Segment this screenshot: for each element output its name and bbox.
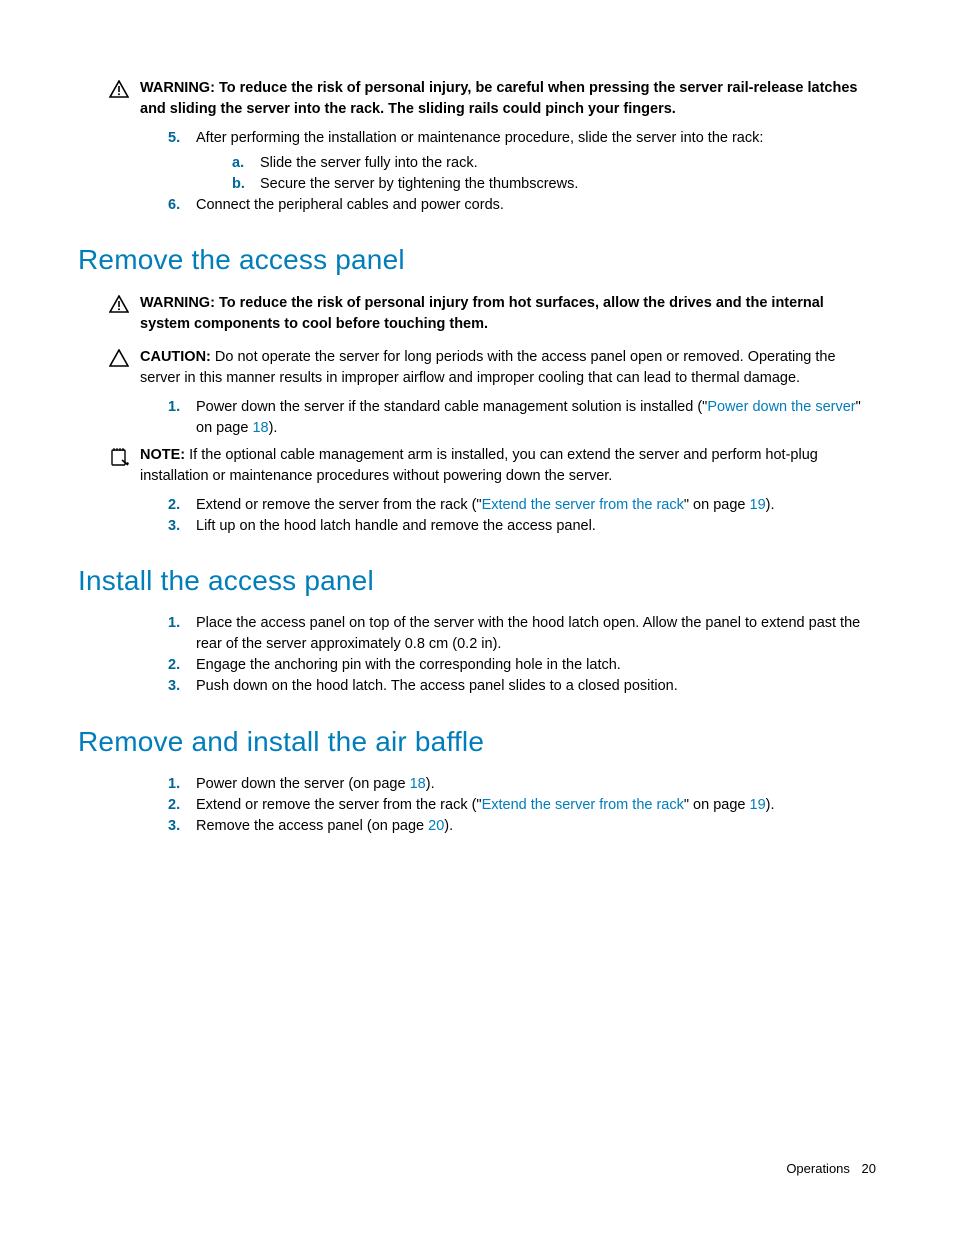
install-steps: 1. Place the access panel on top of the … xyxy=(168,613,876,697)
install-step-3: 3. Push down on the hood latch. The acce… xyxy=(168,676,876,697)
step-6: 6. Connect the peripheral cables and pow… xyxy=(168,195,876,216)
top-steps-list: 5. After performing the installation or … xyxy=(168,128,876,216)
link-page-19[interactable]: 19 xyxy=(750,497,766,513)
link-page-18[interactable]: 18 xyxy=(252,420,268,436)
link-extend-server-2[interactable]: Extend the server from the rack xyxy=(482,797,684,813)
substep-b: b. Secure the server by tightening the t… xyxy=(232,174,876,195)
warning-icon xyxy=(108,78,130,98)
remove-steps-2: 2. Extend or remove the server from the … xyxy=(168,495,876,537)
remove-steps: 1. Power down the server if the standard… xyxy=(168,397,876,439)
caution-block: CAUTION: Do not operate the server for l… xyxy=(108,347,876,389)
warning-icon xyxy=(108,293,130,313)
baffle-step-1: 1. Power down the server (on page 18). xyxy=(168,774,876,795)
baffle-steps: 1. Power down the server (on page 18). 2… xyxy=(168,774,876,837)
page-footer: Operations 20 xyxy=(786,1160,876,1179)
heading-install-access-panel: Install the access panel xyxy=(78,561,876,602)
install-step-2: 2. Engage the anchoring pin with the cor… xyxy=(168,655,876,676)
warning-text: WARNING: To reduce the risk of personal … xyxy=(140,78,876,120)
heading-remove-access-panel: Remove the access panel xyxy=(78,240,876,281)
warning-label: WARNING: xyxy=(140,80,215,96)
remove-step-2: 2. Extend or remove the server from the … xyxy=(168,495,876,516)
caution-icon xyxy=(108,347,130,367)
heading-air-baffle: Remove and install the air baffle xyxy=(78,722,876,763)
note-block: NOTE: If the optional cable management a… xyxy=(108,445,876,487)
warning-block-top: WARNING: To reduce the risk of personal … xyxy=(108,78,876,120)
baffle-step-3: 3. Remove the access panel (on page 20). xyxy=(168,816,876,837)
substep-a: a. Slide the server fully into the rack. xyxy=(232,153,876,174)
footer-page-number: 20 xyxy=(862,1161,876,1176)
baffle-step-2: 2. Extend or remove the server from the … xyxy=(168,795,876,816)
remove-step-3: 3. Lift up on the hood latch handle and … xyxy=(168,516,876,537)
step-5: 5. After performing the installation or … xyxy=(168,128,876,195)
note-icon xyxy=(108,445,130,467)
link-page-18b[interactable]: 18 xyxy=(410,776,426,792)
warning-block-hot: WARNING: To reduce the risk of personal … xyxy=(108,293,876,335)
link-page-20[interactable]: 20 xyxy=(428,818,444,834)
step-text: After performing the installation or mai… xyxy=(196,130,763,146)
step-number: 5. xyxy=(168,128,190,195)
link-power-down[interactable]: Power down the server xyxy=(707,399,855,415)
install-step-1: 1. Place the access panel on top of the … xyxy=(168,613,876,655)
footer-section: Operations xyxy=(786,1161,850,1176)
link-page-19b[interactable]: 19 xyxy=(750,797,766,813)
link-extend-server[interactable]: Extend the server from the rack xyxy=(482,497,684,513)
remove-step-1: 1. Power down the server if the standard… xyxy=(168,397,876,439)
